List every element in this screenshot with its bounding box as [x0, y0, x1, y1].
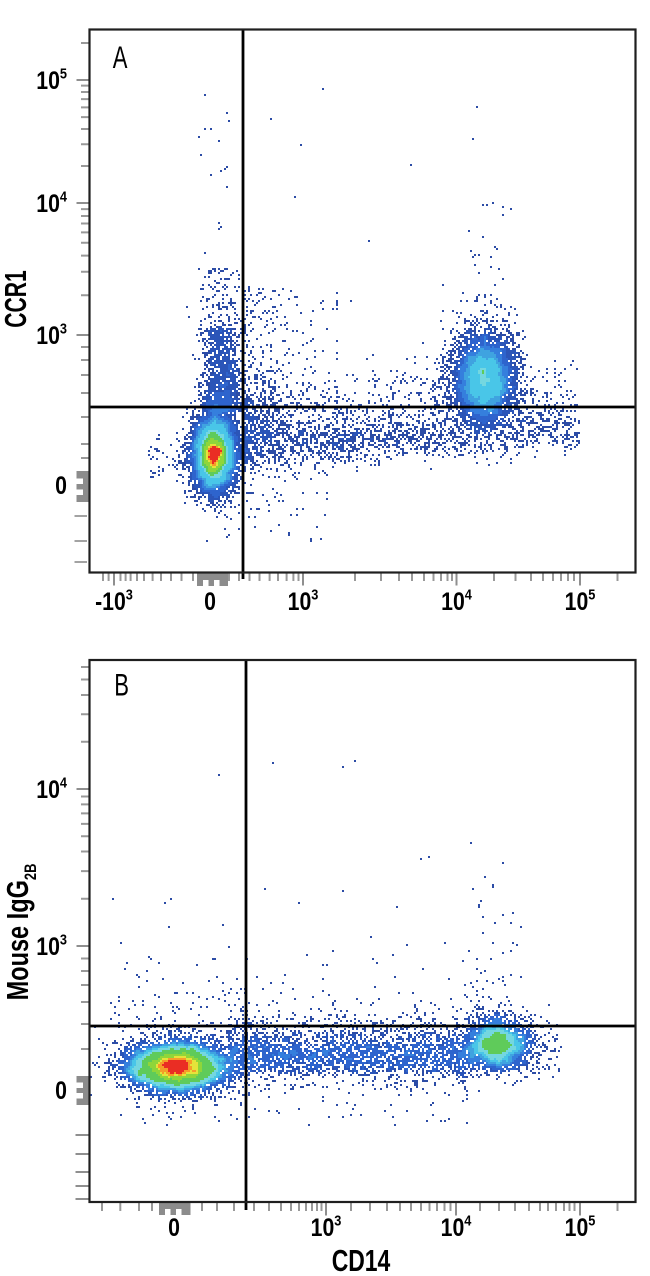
- svg-text:0: 0: [168, 1213, 180, 1241]
- svg-text:A: A: [113, 39, 128, 75]
- svg-text:Mouse IgG2B: Mouse IgG2B: [0, 863, 41, 1000]
- svg-text:CD14: CD14: [332, 1243, 391, 1276]
- svg-text:0: 0: [55, 1076, 67, 1104]
- svg-text:105: 105: [565, 585, 596, 615]
- svg-text:CCR1: CCR1: [0, 270, 33, 327]
- svg-text:B: B: [114, 667, 129, 703]
- svg-text:0: 0: [55, 471, 67, 499]
- svg-text:0: 0: [204, 587, 216, 615]
